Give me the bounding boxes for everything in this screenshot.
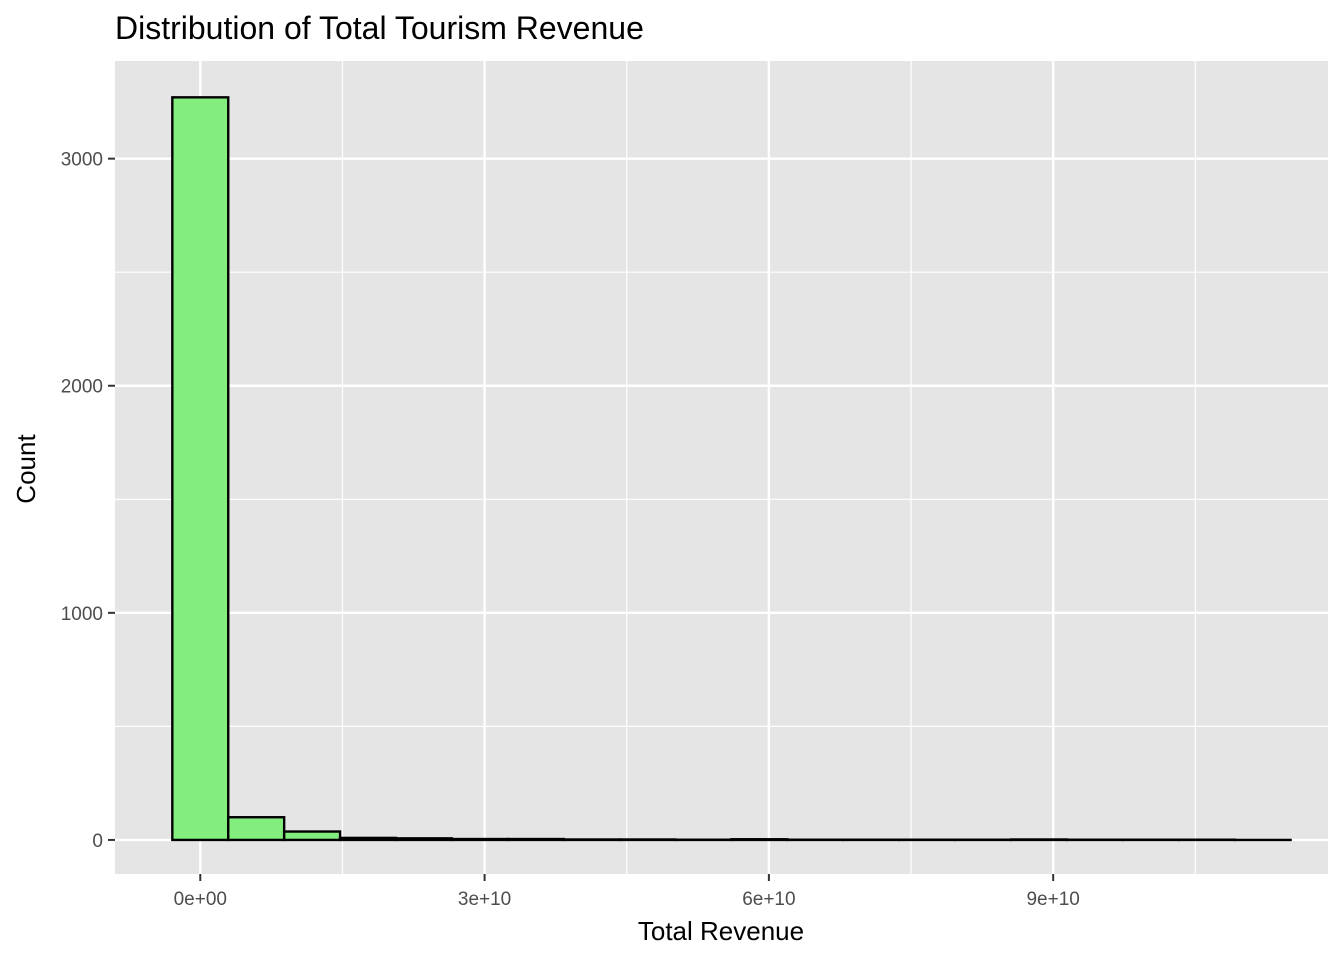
y-tick-label: 2000	[61, 377, 103, 398]
plot-panel	[115, 61, 1328, 874]
histogram-bar	[282, 830, 342, 842]
chart-title: Distribution of Total Tourism Revenue	[115, 10, 644, 46]
y-axis-ticks: 0 1000 2000 3000	[61, 150, 115, 852]
x-axis-title: Total Revenue	[638, 916, 804, 946]
x-tick-label: 0e+00	[174, 889, 227, 910]
y-axis-title: Count	[11, 434, 41, 504]
x-tick-label: 6e+10	[742, 889, 795, 910]
histogram-bar	[338, 836, 398, 842]
histogram-bar	[227, 816, 286, 842]
histogram-bars	[171, 96, 1292, 842]
histogram-bar	[171, 96, 230, 842]
histogram-bar	[506, 837, 565, 842]
y-tick-label: 1000	[61, 604, 103, 625]
x-axis-ticks: 0e+00 3e+10 6e+10 9e+10	[174, 874, 1080, 910]
minor-gridlines	[115, 61, 1328, 874]
y-tick-label: 0	[92, 831, 103, 852]
histogram-bar	[450, 837, 510, 842]
x-tick-label: 3e+10	[458, 889, 511, 910]
histogram-bar	[394, 837, 454, 842]
histogram-bar	[730, 838, 789, 842]
x-tick-label: 9e+10	[1026, 889, 1079, 910]
y-tick-label: 3000	[61, 150, 103, 171]
